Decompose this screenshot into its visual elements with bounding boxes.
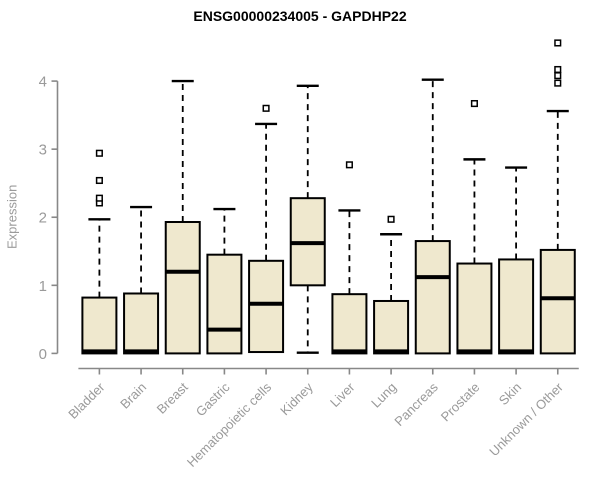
boxplot-kidney (289, 84, 326, 354)
outlier-point (554, 39, 562, 47)
box-iqr (414, 240, 451, 355)
boxplot-gastric (206, 207, 243, 355)
y-tick-label: 0 (39, 346, 47, 363)
outlier-point (95, 149, 103, 157)
x-category-label: Pancreas (391, 379, 441, 429)
boxplot-unknown-other (539, 39, 576, 355)
y-tick-label: 4 (39, 74, 47, 91)
x-category-label: Breast (154, 379, 191, 416)
x-category-label: Kidney (277, 379, 316, 418)
outlier-point (387, 215, 395, 223)
box-iqr (123, 292, 160, 355)
outlier-point (554, 72, 562, 80)
outlier-point (95, 176, 103, 185)
boxplot-lung (373, 215, 410, 355)
x-category-label: Unknown / Other (486, 379, 566, 459)
outlier-point (345, 161, 353, 169)
outlier-point (470, 99, 478, 108)
chart-title: ENSG00000234005 - GAPDHP22 (193, 8, 407, 24)
y-tick-label: 2 (39, 210, 47, 227)
box-iqr (164, 221, 201, 355)
boxplot-breast (164, 79, 201, 355)
x-category-label: Prostate (438, 380, 483, 425)
box-iqr (331, 293, 368, 355)
y-tick-label: 3 (39, 142, 47, 159)
box-iqr (456, 262, 493, 355)
x-category-label: Lung (368, 380, 399, 411)
boxplot-bladder (81, 149, 118, 355)
boxplot-hematopoietic-cells (248, 104, 285, 354)
boxplot-brain (123, 205, 160, 355)
x-category-label: Liver (327, 379, 358, 410)
boxplot-liver (331, 161, 368, 355)
boxplot-skin (498, 166, 535, 355)
outlier-point (95, 194, 103, 202)
box-iqr (539, 248, 576, 355)
box-iqr (373, 299, 410, 355)
x-category-label: Brain (117, 380, 149, 412)
outlier-point (554, 65, 562, 74)
box-iqr (248, 259, 285, 354)
outlier-point (554, 79, 562, 87)
boxplot-prostate (456, 99, 493, 355)
x-category-label: Gastric (193, 379, 233, 419)
x-category-label: Skin (496, 380, 524, 408)
box-iqr (81, 296, 118, 355)
box-iqr (206, 253, 243, 355)
x-category-label: Bladder (65, 379, 108, 422)
y-tick-label: 1 (39, 278, 47, 295)
boxplot-pancreas (414, 78, 451, 355)
box-iqr (498, 258, 535, 355)
outlier-point (262, 104, 270, 112)
